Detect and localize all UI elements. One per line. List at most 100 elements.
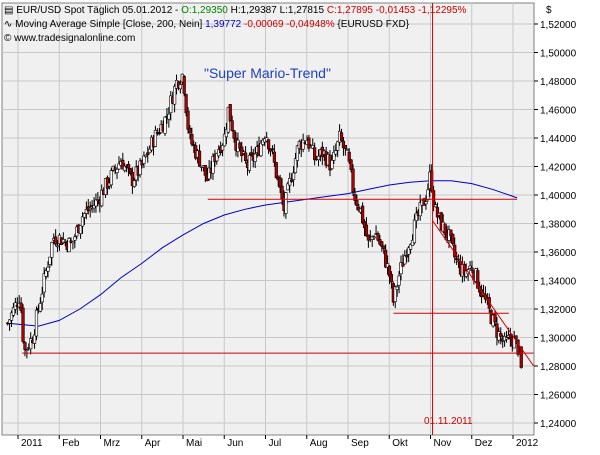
candle-body [203,165,207,176]
candle-body [439,212,443,231]
candle-body [48,256,52,265]
annotation-title: "Super Mario-Trend" [204,65,331,81]
candle-body [286,183,290,191]
vertical-marker-label: 01.11.2011 [424,416,473,427]
candle-body [211,156,215,174]
candle-body [146,152,150,156]
candle-body [19,302,23,312]
trend-line [432,220,535,367]
candle-body [516,339,520,355]
y-tick-label: 1,42000 [540,163,577,174]
chart-header: ▤ EUR/USD Spot Täglich 05.01.2012 - O:1,… [4,5,467,44]
y-tick-label: 1,48000 [540,77,577,88]
y-tick-label: 1,24000 [540,419,577,430]
candle-body [345,149,349,151]
candle-body [242,151,246,154]
x-tick-label: Mai [186,438,202,449]
candle-body [230,120,234,131]
candle-body [84,208,88,214]
candle-body [382,245,386,249]
candle-body [462,263,466,275]
candle-body [280,185,284,199]
candle-body [132,180,136,187]
x-tick-label: Sep [351,438,369,449]
candle-body [284,192,288,214]
x-tick-label: Feb [62,438,80,449]
plot-area [1,2,535,436]
candle-body [470,267,474,272]
header-line-3: © www.tradesignalonline.com [4,33,135,44]
candle-body [499,333,503,337]
candle-body [387,265,392,277]
candle-body [347,151,351,162]
candle-body [291,172,296,180]
candle-body [418,202,422,217]
candle-body [21,307,25,342]
y-tick-label: 1,36000 [540,248,577,259]
candle-body [261,139,265,145]
candle-body [468,265,472,269]
candle-body [44,270,48,277]
candle-body [167,113,171,120]
candle-body [401,262,405,267]
candle-body [267,139,271,150]
candle-body [424,201,428,205]
candle-body [54,236,58,245]
candle-body [25,349,29,351]
candle-body [253,153,257,162]
candle-body [8,319,12,324]
header-hl: H:1,29387 L:1,27815 [228,5,327,16]
candle-body [128,168,133,174]
candle-body [207,167,211,180]
candle-body [426,189,430,200]
candle-body [385,263,390,268]
candle-body [265,137,269,142]
candle-body [476,270,480,289]
candle-body [380,241,384,247]
ma-suffix: {EURUSD FXD} [335,19,410,30]
x-tick-label: Mrz [104,438,121,449]
candle-body [38,303,42,312]
candle-body [117,163,121,170]
candle-body [240,146,244,156]
candle-body [113,167,117,171]
x-tick-label: Dez [475,438,493,449]
candle-body [142,155,146,164]
candle-body [184,94,188,114]
candle-body [188,127,192,134]
axes: 1,24000 1,26000 1,28000 1,30000 1,32000 1,340… [17,20,577,449]
candle-body [29,338,33,350]
x-tick-label: Apr [145,438,161,449]
candle-body [313,147,317,161]
candle-body [67,238,71,253]
candle-body [115,169,119,173]
candle-body [50,242,54,258]
candle-body [247,155,252,171]
candle-body [92,205,96,209]
candle-body [341,140,346,149]
candle-body [126,163,131,169]
candle-body [11,307,16,316]
ma-change: -0,00069 -0,04948% [241,19,335,30]
candle-body [389,274,394,283]
y-tick-label: 1,52000 [540,20,577,31]
candle-body [435,207,440,218]
candle-body [393,286,397,302]
candle-body [336,141,340,151]
candle-body [349,159,353,170]
candle-body [274,162,278,179]
y-tick-label: 1,38000 [540,220,577,231]
candle-body [138,160,142,175]
candle-body [395,286,399,290]
candle-body [94,199,98,207]
y-tick-label: 1,26000 [540,391,577,402]
ma-value: 1,39772 [205,19,242,30]
candle-body [153,130,158,147]
candle-body [366,234,370,241]
candle-body [192,144,196,146]
candle-body [238,142,242,149]
x-tick-label: 2011 [21,438,43,449]
candle-body [504,337,509,340]
candle-body [355,199,359,206]
candle-body [403,255,407,265]
